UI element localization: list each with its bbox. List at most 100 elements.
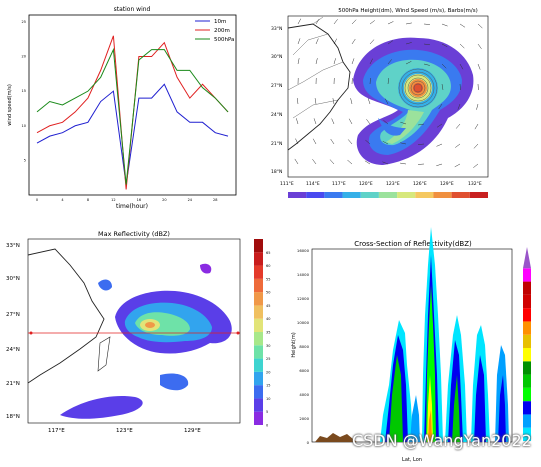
svg-text:24°N: 24°N (271, 112, 282, 118)
x-tick-labels: 117°E 123°E 129°E (48, 428, 201, 434)
map-title: Max Reflectivity (dBZ) (98, 230, 170, 238)
svg-text:21°N: 21°N (6, 381, 20, 387)
colorbar-tick: 20 (266, 370, 270, 374)
station-wind-chart: station wind time(hour) wind speed(m/s) … (0, 0, 260, 215)
svg-text:8000: 8000 (299, 344, 309, 349)
watermark: CSDN @WangYan2022 (352, 431, 532, 450)
x-tick-label: 20 (162, 198, 166, 202)
colorbar-segment (306, 192, 324, 198)
max-reflectivity-panel: Max Reflectivity (dBZ) 33°N 30°N 27°N 24… (0, 225, 275, 463)
colorbar-tick: 55 (266, 277, 270, 281)
x-tick-label: 24 (188, 198, 193, 202)
colorbar-tick: 0 (266, 424, 268, 428)
colorbar-segment (254, 332, 263, 345)
chart-title: station wind (114, 6, 151, 13)
x-tick-label: 4 (61, 198, 64, 202)
colorbar-segment (254, 345, 263, 358)
colorbar-segment (397, 192, 415, 198)
svg-text:14000: 14000 (297, 272, 310, 277)
svg-text:0: 0 (307, 440, 310, 445)
svg-text:18°N: 18°N (271, 169, 282, 175)
svg-text:27°N: 27°N (271, 83, 282, 89)
y-tick-label: 15 (22, 89, 26, 93)
colorbar-segment (254, 385, 263, 398)
y-axis-label: wind speed(m/s) (7, 84, 13, 126)
svg-text:6000: 6000 (299, 368, 309, 373)
y-tick-label: 10 (22, 124, 26, 128)
colorbar-segment (523, 361, 531, 374)
colorbar-segment (254, 319, 263, 332)
colorbar-tick: 10 (266, 397, 270, 401)
colorbar-segment (415, 192, 433, 198)
colorbar-tick: 25 (266, 357, 270, 361)
svg-text:117°E: 117°E (48, 428, 65, 434)
svg-text:18°N: 18°N (6, 414, 20, 420)
x-tick-labels: 111°E 114°E 117°E 120°E 123°E 126°E 129°… (280, 181, 482, 187)
svg-text:10000: 10000 (297, 320, 310, 325)
y-tick-labels: 0 2000 4000 6000 8000 10000 12000 14000 … (297, 248, 310, 445)
colorbar-segment (254, 252, 263, 265)
plot-frame (29, 15, 236, 195)
colorbar-segment (254, 398, 263, 411)
colorbar-tick: 45 (266, 304, 270, 308)
colorbar-segment (343, 192, 361, 198)
svg-text:123°E: 123°E (386, 181, 400, 187)
map-500hpa-panel: 500hPa Height(dm), Wind Speed (m/s), Bar… (268, 0, 541, 215)
max-reflectivity-svg: Max Reflectivity (dBZ) 33°N 30°N 27°N 24… (0, 225, 275, 463)
svg-text:27°N: 27°N (6, 312, 20, 318)
y-axis-label: Height(m) (291, 332, 297, 357)
x-tick-label: 28 (213, 198, 217, 202)
colorbar-tick: 65 (266, 251, 270, 255)
svg-text:2000: 2000 (299, 416, 309, 421)
cross-section-start-marker (30, 332, 33, 335)
x-tick-label: 8 (87, 198, 89, 202)
svg-text:21°N: 21°N (271, 141, 282, 147)
colorbar-tick: 15 (266, 384, 270, 388)
svg-text:129°E: 129°E (184, 428, 201, 434)
x-axis-label: Lat, Lon (402, 457, 422, 463)
svg-text:30°N: 30°N (271, 54, 282, 60)
colorbar (288, 192, 488, 198)
colorbar-segment (433, 192, 451, 198)
colorbar-segment (523, 401, 531, 414)
y-tick-label: 5 (24, 158, 26, 162)
y-tick-label: 25 (22, 20, 26, 24)
svg-text:4000: 4000 (299, 392, 309, 397)
cross-section-end-marker (237, 332, 240, 335)
svg-text:123°E: 123°E (116, 428, 133, 434)
colorbar-segment (523, 268, 531, 281)
colorbar-segment (523, 388, 531, 401)
colorbar-tick: 50 (266, 291, 270, 295)
y-tick-label: 20 (22, 55, 26, 59)
colorbar-tick: 5 (266, 410, 268, 414)
svg-text:33°N: 33°N (6, 243, 20, 249)
colorbar-segment (254, 412, 263, 425)
svg-text:117°E: 117°E (332, 181, 346, 187)
y-tick-labels: 33°N 30°N 27°N 24°N 21°N 18°N (271, 26, 282, 175)
colorbar-segment (379, 192, 397, 198)
map-500hpa-svg: 500hPa Height(dm), Wind Speed (m/s), Bar… (268, 0, 541, 215)
svg-text:132°E: 132°E (468, 181, 482, 187)
colorbar-segment (254, 372, 263, 385)
x-axis-label: time(hour) (116, 203, 148, 210)
colorbar-segment (523, 308, 531, 321)
legend-label: 10m (214, 19, 226, 25)
colorbar (523, 247, 531, 441)
svg-text:126°E: 126°E (413, 181, 427, 187)
cross-section-svg: Cross-Section of Reflectivity(dBZ) Heigh… (285, 225, 541, 463)
svg-text:129°E: 129°E (440, 181, 454, 187)
colorbar-segment (523, 414, 531, 427)
colorbar-segment (523, 282, 531, 295)
colorbar-segment (254, 305, 263, 318)
colorbar-segment (324, 192, 342, 198)
svg-text:114°E: 114°E (306, 181, 320, 187)
colorbar-segment (254, 279, 263, 292)
map-title: 500hPa Height(dm), Wind Speed (m/s), Bar… (338, 8, 478, 14)
colorbar-tick: 60 (266, 264, 270, 268)
colorbar-segment (254, 266, 263, 279)
colorbar-segment (452, 192, 470, 198)
svg-text:30°N: 30°N (6, 276, 20, 282)
colorbar-tick: 35 (266, 331, 270, 335)
colorbar-tick: 40 (266, 317, 270, 321)
